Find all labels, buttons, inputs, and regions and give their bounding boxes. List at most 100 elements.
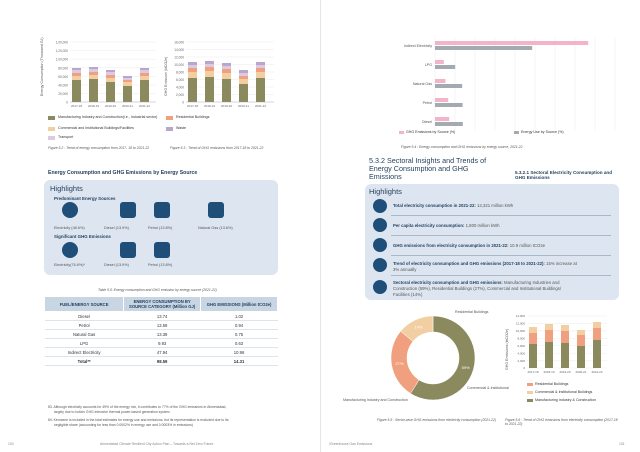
y-tick-label: 1,00,000 <box>56 58 69 62</box>
predominant-heading: Predominant Energy Sources <box>54 196 116 201</box>
x-tick-label: 2020-21 <box>238 104 249 108</box>
bar-segment <box>140 68 149 70</box>
x-tick-label: 2019-20 <box>221 104 232 108</box>
legend-industry: Manufacturing Industry and Construction(… <box>58 115 158 119</box>
table-cell: 9.93 <box>123 338 201 348</box>
highlight-row-sectoral-line3: Facilities (14%) <box>393 292 423 297</box>
footnote-83-line2: largely due to India's GHG intensive the… <box>54 410 171 414</box>
bar-segment <box>222 73 231 79</box>
energy-item-petrol: Petrol (13.8%) <box>148 226 173 230</box>
y-tick-label: 2,000 <box>517 359 525 363</box>
bar-segment <box>222 66 231 69</box>
section-5-3-2-title: 5.3.2 Sectoral Insights and Trends of En… <box>369 156 487 181</box>
bar-segment <box>188 78 197 102</box>
fuel-pump-icon <box>154 202 170 218</box>
ghg-bar <box>435 41 589 45</box>
y-tick-label: 8,000 <box>176 71 184 75</box>
legend-swatch-transport <box>48 136 55 140</box>
section-5-3-2-1-title: 5.3.2.1 Sectoral Electricity Consumption… <box>515 170 613 181</box>
x-tick-label: 2017-18 <box>187 104 198 108</box>
donut-pct-label: 14% <box>415 325 423 330</box>
bar-segment <box>256 68 265 72</box>
figure-caption-5-4: Figure 5.4 : Energy consumption and GHG … <box>401 145 523 149</box>
bar-segment <box>239 70 248 73</box>
legend-swatch-waste <box>166 127 173 131</box>
y-tick-label: 6,000 <box>517 344 525 348</box>
bar-segment <box>545 342 553 368</box>
category-label: Diesel <box>422 120 432 124</box>
small-chart-ylabel: GHG Emissions (ktCO2e) <box>505 328 509 370</box>
factory-icon <box>373 280 387 294</box>
table-row: LPG 9.93 0.63 <box>44 338 278 348</box>
table-cell: 0.94 <box>200 320 278 330</box>
table-cell: 10.96 <box>200 347 278 357</box>
y-tick-label: 4,000 <box>176 86 184 90</box>
energy-item-electricity: Electricity (48.6%) <box>54 226 85 230</box>
ghg-bar <box>435 117 450 121</box>
legend-swatch-commercial <box>527 391 533 394</box>
bar-segment <box>529 327 537 333</box>
bar-segment <box>529 333 537 344</box>
small-legend-residential: Residential Buildings <box>535 382 569 386</box>
x-tick-label: 2017-18 <box>527 370 538 374</box>
bar-segment <box>123 86 132 102</box>
donut-pct-labels: 59% 27% 14% <box>395 325 470 370</box>
category-label: Indirect Electricity <box>404 44 432 48</box>
highlights-box-right <box>365 184 619 300</box>
bar-segment <box>577 346 585 368</box>
bar-segment <box>188 62 197 65</box>
y-tick-label: 4,000 <box>517 351 525 355</box>
footnote-83-line1: 83. Although electricity accounts for 49… <box>48 405 227 409</box>
donut-slice <box>410 315 476 401</box>
legend-swatch-commercial <box>48 127 55 131</box>
highlights-title: Highlights <box>50 184 83 193</box>
energy-bar <box>435 103 463 107</box>
bar-segment <box>72 76 81 80</box>
donut-slices <box>390 315 476 401</box>
table-cell: Indirect Electricity <box>44 347 124 357</box>
highlight-value: 10.9 million tCO2e <box>508 243 546 248</box>
small-chart-bars <box>529 322 601 368</box>
bar-segment <box>140 80 149 102</box>
bar-segment <box>72 73 81 76</box>
table-row: Indirect Electricity 47.94 10.96 <box>44 347 278 357</box>
table-cell: Diesel <box>44 311 124 321</box>
energy-source-hbar-chart: Indirect Electricity LPG Natural Gas Petrol… <box>404 38 616 130</box>
bar-segment <box>593 340 601 368</box>
bar-segment <box>72 80 81 102</box>
footnote-84-line2: negligible share (accounting for less th… <box>54 423 193 427</box>
bar-segment <box>140 73 149 76</box>
plug-icon <box>62 242 78 258</box>
table-cell: Total** <box>44 356 124 366</box>
divider <box>391 215 611 216</box>
x-tick-label: 2021-22 <box>255 104 266 108</box>
bar-segment <box>577 335 585 346</box>
bar-segment <box>89 67 98 69</box>
y-tick-label: 8,000 <box>517 336 525 340</box>
bar-segment <box>222 69 231 73</box>
divider <box>391 235 611 236</box>
table-cell: Natural Gas <box>44 329 124 339</box>
gas-cylinder-icon <box>208 202 224 218</box>
bar-segment <box>205 64 214 67</box>
footer-right: /Greenhouse Gas Emissions <box>329 442 373 446</box>
bar-segment <box>222 79 231 102</box>
energy-bar <box>435 84 463 88</box>
bar-segment <box>72 68 81 70</box>
chart-b-xticks: 2017-18 2018-19 2019-20 2020-21 2021-22 <box>187 104 266 108</box>
ghg-trend-chart: 16,000 14,000 12,000 10,000 8,000 6,000 4,000 2… <box>174 41 274 108</box>
y-tick-label: 40,000 <box>58 84 68 88</box>
bar-segment <box>140 76 149 80</box>
fuel-drum-icon <box>120 242 136 258</box>
x-tick-label: 2018-19 <box>543 370 554 374</box>
fuel-drum-icon <box>120 202 136 218</box>
figure-caption-5-6: Figure 5.6 : Trend of GHG emissions from… <box>505 418 618 427</box>
figure-caption-5-3: Figure 5.3 : Trend of GHG emissions from… <box>170 146 264 150</box>
footer-left: Ahmedabad Climate Resilient City Action … <box>100 442 214 446</box>
x-tick-label: 2020-21 <box>122 104 133 108</box>
ghg-item-petrol: Petrol (13.8%) <box>148 263 173 267</box>
divider <box>391 275 611 276</box>
figure-caption-5-5: Figure 5.5 : Sector-wise GHG emissions f… <box>377 418 497 422</box>
highlight-row-sectoral-line2: Construction (59%), Residential Building… <box>393 286 562 291</box>
bar-segment <box>188 72 197 78</box>
